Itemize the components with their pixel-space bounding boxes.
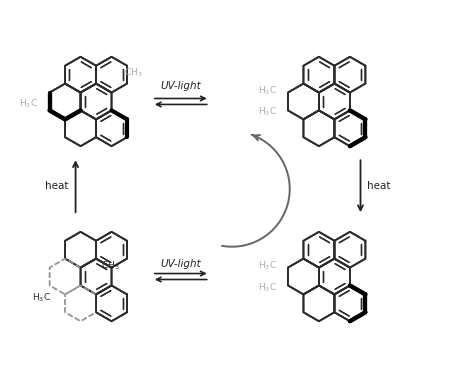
Text: H$_3$C: H$_3$C <box>32 292 50 304</box>
Polygon shape <box>303 285 334 321</box>
Text: H$_3$C: H$_3$C <box>257 260 276 272</box>
Polygon shape <box>65 57 96 93</box>
Text: H$_3$C: H$_3$C <box>257 281 276 293</box>
Polygon shape <box>303 57 334 93</box>
Polygon shape <box>96 110 127 146</box>
Text: H$_3$C: H$_3$C <box>257 85 276 97</box>
Polygon shape <box>81 84 111 119</box>
Text: CH$_3$: CH$_3$ <box>124 67 142 79</box>
Polygon shape <box>318 84 349 119</box>
Polygon shape <box>81 259 111 294</box>
Polygon shape <box>96 285 127 321</box>
Polygon shape <box>65 232 96 268</box>
Polygon shape <box>65 285 96 321</box>
Polygon shape <box>303 110 334 146</box>
Polygon shape <box>96 232 127 268</box>
Text: UV-light: UV-light <box>160 259 200 269</box>
Polygon shape <box>334 285 364 321</box>
Polygon shape <box>318 259 349 294</box>
Polygon shape <box>334 57 364 93</box>
Polygon shape <box>96 57 127 93</box>
Polygon shape <box>65 110 96 146</box>
Text: heat: heat <box>45 181 69 191</box>
Polygon shape <box>50 259 81 294</box>
Text: UV-light: UV-light <box>160 81 200 91</box>
Text: H$_3$C: H$_3$C <box>19 97 38 110</box>
Text: heat: heat <box>366 181 389 191</box>
Polygon shape <box>50 84 81 119</box>
Polygon shape <box>288 259 318 294</box>
Text: CH$_3$: CH$_3$ <box>101 260 120 272</box>
Polygon shape <box>334 110 364 146</box>
Polygon shape <box>334 232 364 268</box>
Polygon shape <box>303 232 334 268</box>
Text: H$_3$C: H$_3$C <box>257 106 276 118</box>
Polygon shape <box>288 84 318 119</box>
